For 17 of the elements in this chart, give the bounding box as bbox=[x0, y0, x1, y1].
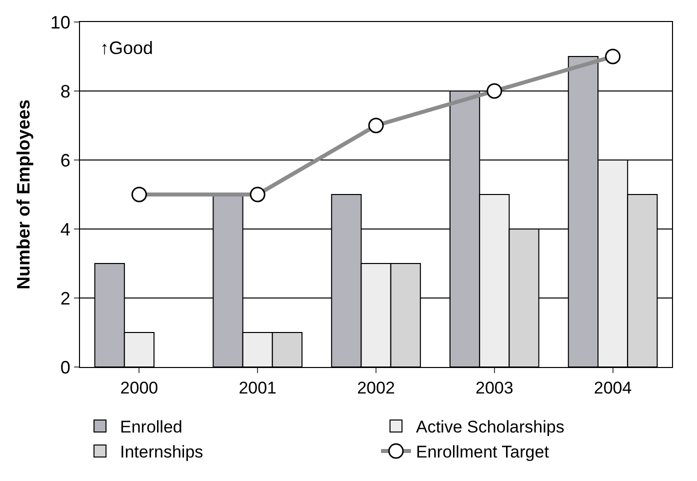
x-tick-label: 2002 bbox=[357, 378, 395, 398]
annotation: ↑Good bbox=[100, 38, 154, 58]
y-tick-label: 10 bbox=[50, 12, 70, 32]
legend-label: Internships bbox=[120, 442, 204, 462]
x-tick-label: 2004 bbox=[594, 378, 632, 398]
y-tick-label: 2 bbox=[60, 288, 70, 308]
y-axis-title: Number of Employees bbox=[14, 99, 34, 290]
y-tick-label: 6 bbox=[60, 150, 70, 170]
x-tick-label: 2003 bbox=[475, 378, 514, 398]
y-tick-label: 8 bbox=[60, 81, 70, 102]
y-tick-label: 0 bbox=[60, 357, 70, 378]
legend-label: Active Scholarships bbox=[416, 418, 564, 437]
x-tick-label: 2000 bbox=[120, 378, 158, 398]
legend-label: Enrolled bbox=[120, 418, 182, 437]
legend-label: Enrollment Target bbox=[416, 442, 550, 462]
y-tick-label: 4 bbox=[60, 219, 70, 240]
x-tick-label: 2001 bbox=[238, 378, 277, 398]
